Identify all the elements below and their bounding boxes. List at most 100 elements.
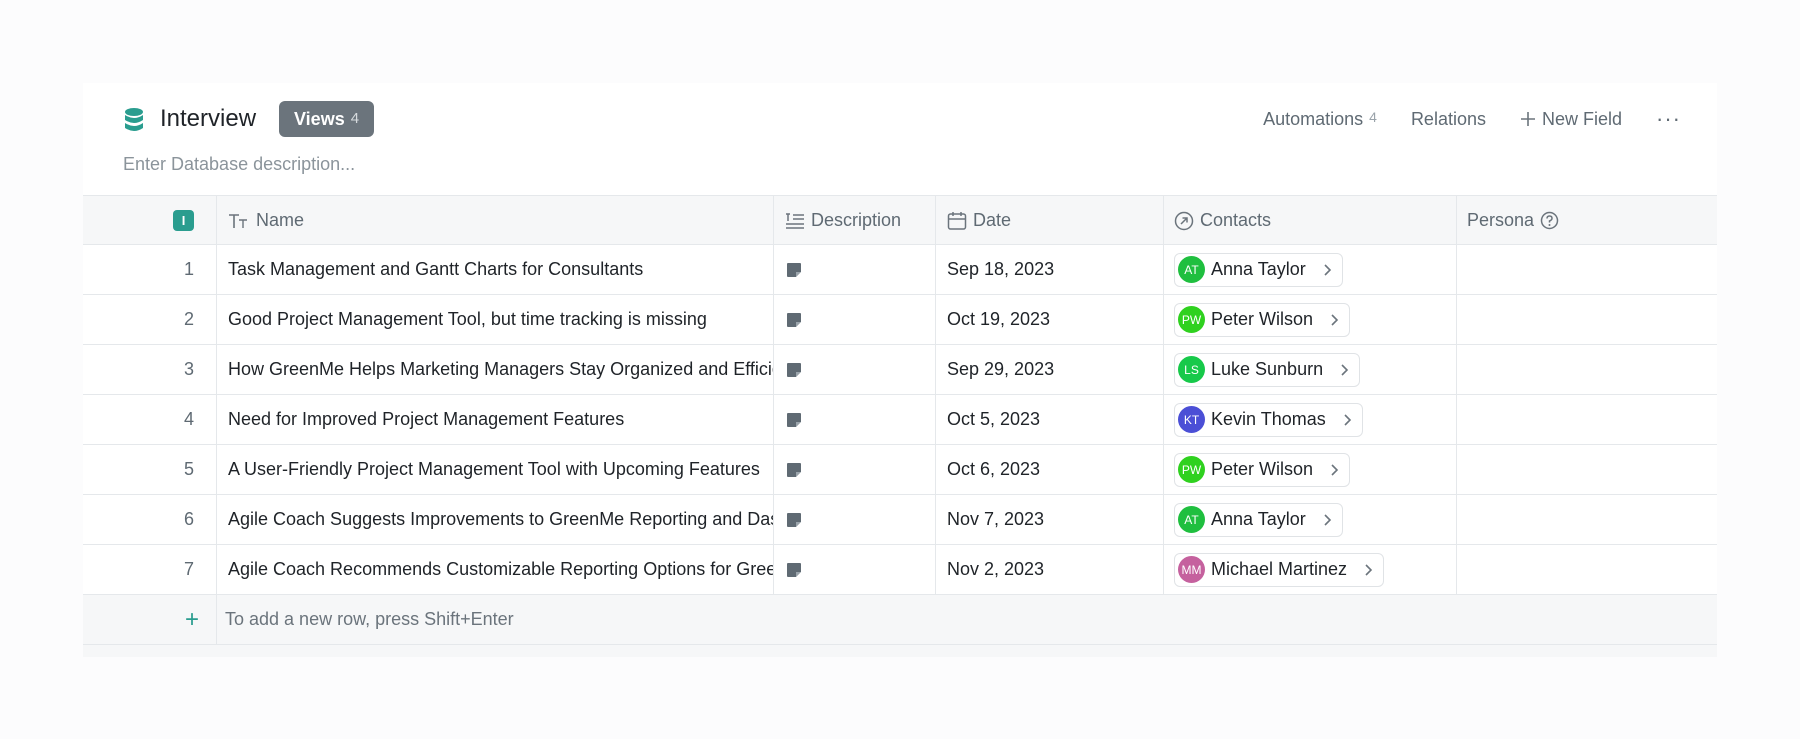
chevron-right-icon[interactable] <box>1322 513 1332 527</box>
note-icon[interactable] <box>785 361 803 379</box>
database-panel: Interview Views 4 Enter Database descrip… <box>83 83 1717 657</box>
contact-chip[interactable]: AT Anna Taylor <box>1174 502 1343 537</box>
row-index: 5 <box>83 445 217 494</box>
views-label: Views <box>294 109 345 129</box>
date-cell[interactable]: Oct 5, 2023 <box>936 395 1164 444</box>
table-row[interactable]: 2 Good Project Management Tool, but time… <box>83 295 1717 345</box>
chevron-right-icon[interactable] <box>1329 463 1339 477</box>
column-header-contacts-label: Contacts <box>1200 210 1272 230</box>
chevron-right-icon[interactable] <box>1363 563 1373 577</box>
description-cell[interactable] <box>774 345 936 394</box>
help-icon[interactable] <box>1540 211 1559 230</box>
chevron-right-icon[interactable] <box>1339 363 1349 377</box>
name-cell[interactable]: Task Management and Gantt Charts for Con… <box>217 245 774 294</box>
database-header: Interview Views 4 Enter Database descrip… <box>83 83 1717 195</box>
link-arrow-icon <box>1174 211 1194 231</box>
name-text: How GreenMe Helps Marketing Managers Sta… <box>228 359 774 379</box>
chevron-right-icon[interactable] <box>1329 313 1339 327</box>
select-all-checkbox[interactable]: I <box>173 210 194 231</box>
description-cell[interactable] <box>774 445 936 494</box>
column-header-date[interactable]: Date <box>936 196 1164 245</box>
table-row[interactable]: 5 A User-Friendly Project Management Too… <box>83 445 1717 495</box>
date-cell[interactable]: Nov 2, 2023 <box>936 545 1164 594</box>
persona-cell[interactable] <box>1457 495 1717 544</box>
chevron-right-icon[interactable] <box>1322 263 1332 277</box>
date-cell[interactable]: Oct 6, 2023 <box>936 445 1164 494</box>
name-cell[interactable]: How GreenMe Helps Marketing Managers Sta… <box>217 345 774 394</box>
contacts-cell[interactable]: KT Kevin Thomas <box>1164 395 1457 444</box>
database-description-input[interactable]: Enter Database description... <box>123 154 356 174</box>
description-cell[interactable] <box>774 545 936 594</box>
date-cell[interactable]: Sep 29, 2023 <box>936 345 1164 394</box>
description-cell[interactable] <box>774 295 936 344</box>
contact-name: Peter Wilson <box>1211 309 1314 329</box>
new-field-button[interactable]: New Field <box>1520 109 1622 130</box>
contact-chip[interactable]: KT Kevin Thomas <box>1174 402 1363 437</box>
database-table: I Name Description <box>83 195 1717 657</box>
column-header-contacts[interactable]: Contacts <box>1164 196 1457 245</box>
row-index-label: 1 <box>183 259 194 279</box>
name-cell[interactable]: Need for Improved Project Management Fea… <box>217 395 774 444</box>
contacts-cell[interactable]: PW Peter Wilson <box>1164 445 1457 494</box>
table-row[interactable]: 6 Agile Coach Suggests Improvements to G… <box>83 495 1717 545</box>
persona-cell[interactable] <box>1457 395 1717 444</box>
date-cell[interactable]: Oct 19, 2023 <box>936 295 1164 344</box>
views-button[interactable]: Views 4 <box>279 101 375 137</box>
date-text: Oct 19, 2023 <box>947 309 1051 329</box>
contact-chip[interactable]: PW Peter Wilson <box>1174 452 1351 487</box>
contact-chip[interactable]: MM Michael Martinez <box>1174 552 1385 587</box>
persona-cell[interactable] <box>1457 445 1717 494</box>
contacts-cell[interactable]: AT Anna Taylor <box>1164 495 1457 544</box>
date-cell[interactable]: Sep 18, 2023 <box>936 245 1164 294</box>
table-row[interactable]: 1 Task Management and Gantt Charts for C… <box>83 245 1717 295</box>
table-row[interactable]: 3 How GreenMe Helps Marketing Managers S… <box>83 345 1717 395</box>
column-header-description[interactable]: Description <box>774 196 936 245</box>
description-cell[interactable] <box>774 495 936 544</box>
persona-cell[interactable] <box>1457 245 1717 294</box>
contacts-cell[interactable]: PW Peter Wilson <box>1164 295 1457 344</box>
automations-button[interactable]: Automations 4 <box>1263 109 1377 130</box>
name-cell[interactable]: A User-Friendly Project Management Tool … <box>217 445 774 494</box>
note-icon[interactable] <box>785 461 803 479</box>
name-cell[interactable]: Agile Coach Suggests Improvements to Gre… <box>217 495 774 544</box>
contacts-cell[interactable]: LS Luke Sunburn <box>1164 345 1457 394</box>
database-title[interactable]: Interview <box>160 105 257 132</box>
table-row[interactable]: 7 Agile Coach Recommends Customizable Re… <box>83 545 1717 595</box>
row-index: 3 <box>83 345 217 394</box>
contact-chip[interactable]: PW Peter Wilson <box>1174 302 1351 337</box>
note-icon[interactable] <box>785 511 803 529</box>
avatar: MM <box>1178 556 1205 583</box>
relations-button[interactable]: Relations <box>1411 109 1486 130</box>
table-header-row: I Name Description <box>83 195 1717 245</box>
column-header-persona[interactable]: Persona <box>1457 196 1717 245</box>
persona-cell[interactable] <box>1457 345 1717 394</box>
description-cell[interactable] <box>774 245 936 294</box>
add-row-hint: To add a new row, press Shift+Enter <box>225 609 514 629</box>
contact-chip[interactable]: LS Luke Sunburn <box>1174 352 1361 387</box>
more-options-button[interactable]: ··· <box>1656 108 1681 130</box>
add-row[interactable]: + To add a new row, press Shift+Enter <box>83 595 1717 645</box>
add-row-plus-icon[interactable]: + <box>83 595 217 644</box>
name-cell[interactable]: Agile Coach Recommends Customizable Repo… <box>217 545 774 594</box>
contact-chip[interactable]: AT Anna Taylor <box>1174 252 1343 287</box>
row-index-label: 3 <box>183 359 194 379</box>
table-row[interactable]: 4 Need for Improved Project Management F… <box>83 395 1717 445</box>
chevron-right-icon[interactable] <box>1342 413 1352 427</box>
date-cell[interactable]: Nov 7, 2023 <box>936 495 1164 544</box>
persona-cell[interactable] <box>1457 295 1717 344</box>
contacts-cell[interactable]: AT Anna Taylor <box>1164 245 1457 294</box>
name-cell[interactable]: Good Project Management Tool, but time t… <box>217 295 774 344</box>
contacts-cell[interactable]: MM Michael Martinez <box>1164 545 1457 594</box>
avatar: AT <box>1178 256 1205 283</box>
note-icon[interactable] <box>785 561 803 579</box>
column-header-name[interactable]: Name <box>217 196 774 245</box>
note-icon[interactable] <box>785 411 803 429</box>
avatar: LS <box>1178 356 1205 383</box>
plus-icon <box>1520 112 1535 126</box>
note-icon[interactable] <box>785 261 803 279</box>
description-cell[interactable] <box>774 395 936 444</box>
select-all-cell: I <box>83 196 217 245</box>
note-icon[interactable] <box>785 311 803 329</box>
date-text: Nov 2, 2023 <box>947 559 1045 579</box>
persona-cell[interactable] <box>1457 545 1717 594</box>
